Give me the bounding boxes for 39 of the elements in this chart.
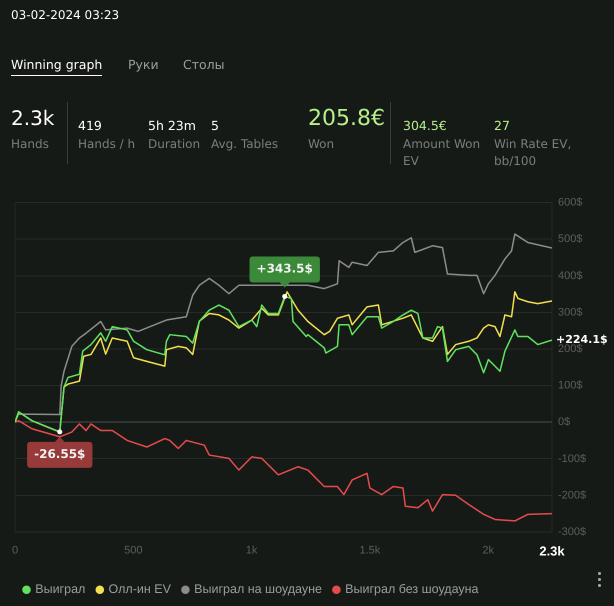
- legend-label: Выиграл без шоудауна: [345, 582, 479, 596]
- text: 304.5€: [403, 118, 448, 133]
- text: 419: [78, 118, 102, 133]
- text: 5h 23m: [148, 118, 196, 133]
- text: 27: [494, 118, 511, 133]
- x-tick-label: 2k: [482, 544, 494, 557]
- x-tick-label: 2.3k: [539, 543, 566, 558]
- chart-title: 03-02-2024 03:23: [11, 8, 120, 22]
- text: Руки: [128, 57, 159, 72]
- y-tick-label: 100$: [558, 380, 582, 392]
- y-tick-label: -200$: [558, 489, 586, 502]
- text: 205.8€: [308, 106, 385, 131]
- x-tick-label: 1.5k: [359, 544, 381, 557]
- y-tick-label: 300$: [558, 306, 582, 318]
- x-tick-label: 500: [124, 544, 143, 557]
- annotation: +343.5$: [256, 262, 313, 276]
- annotation: -26.55$: [34, 446, 86, 461]
- text: Duration: [148, 136, 200, 153]
- y-tick-label: 400$: [558, 270, 582, 282]
- legend-label: Олл-ин EV: [108, 582, 172, 596]
- text: Столы: [183, 57, 225, 72]
- text: Won: [308, 136, 334, 153]
- y-tick-label: 500$: [558, 233, 582, 246]
- y-tick-label: 0$: [558, 416, 570, 428]
- y-tick-label: 600$: [558, 196, 582, 209]
- text: Amount Won EV: [403, 136, 482, 170]
- text: Avg. Tables: [211, 136, 278, 153]
- y-tick-label: -300$: [558, 526, 586, 538]
- text: Hands / h: [78, 136, 136, 153]
- text: Hands: [11, 136, 49, 153]
- text: Winning graph: [11, 57, 102, 76]
- y-tick-label: -100$: [558, 452, 586, 465]
- text: Win Rate EV, bb/100: [494, 136, 572, 170]
- legend-label: Выиграл на шоудауне: [194, 582, 322, 596]
- x-tick-label: 0: [12, 544, 18, 557]
- x-tick-label: 1k: [246, 544, 258, 557]
- legend-label: Выиграл: [35, 582, 86, 596]
- text: 2.3k: [11, 106, 54, 130]
- text: 5: [211, 118, 219, 133]
